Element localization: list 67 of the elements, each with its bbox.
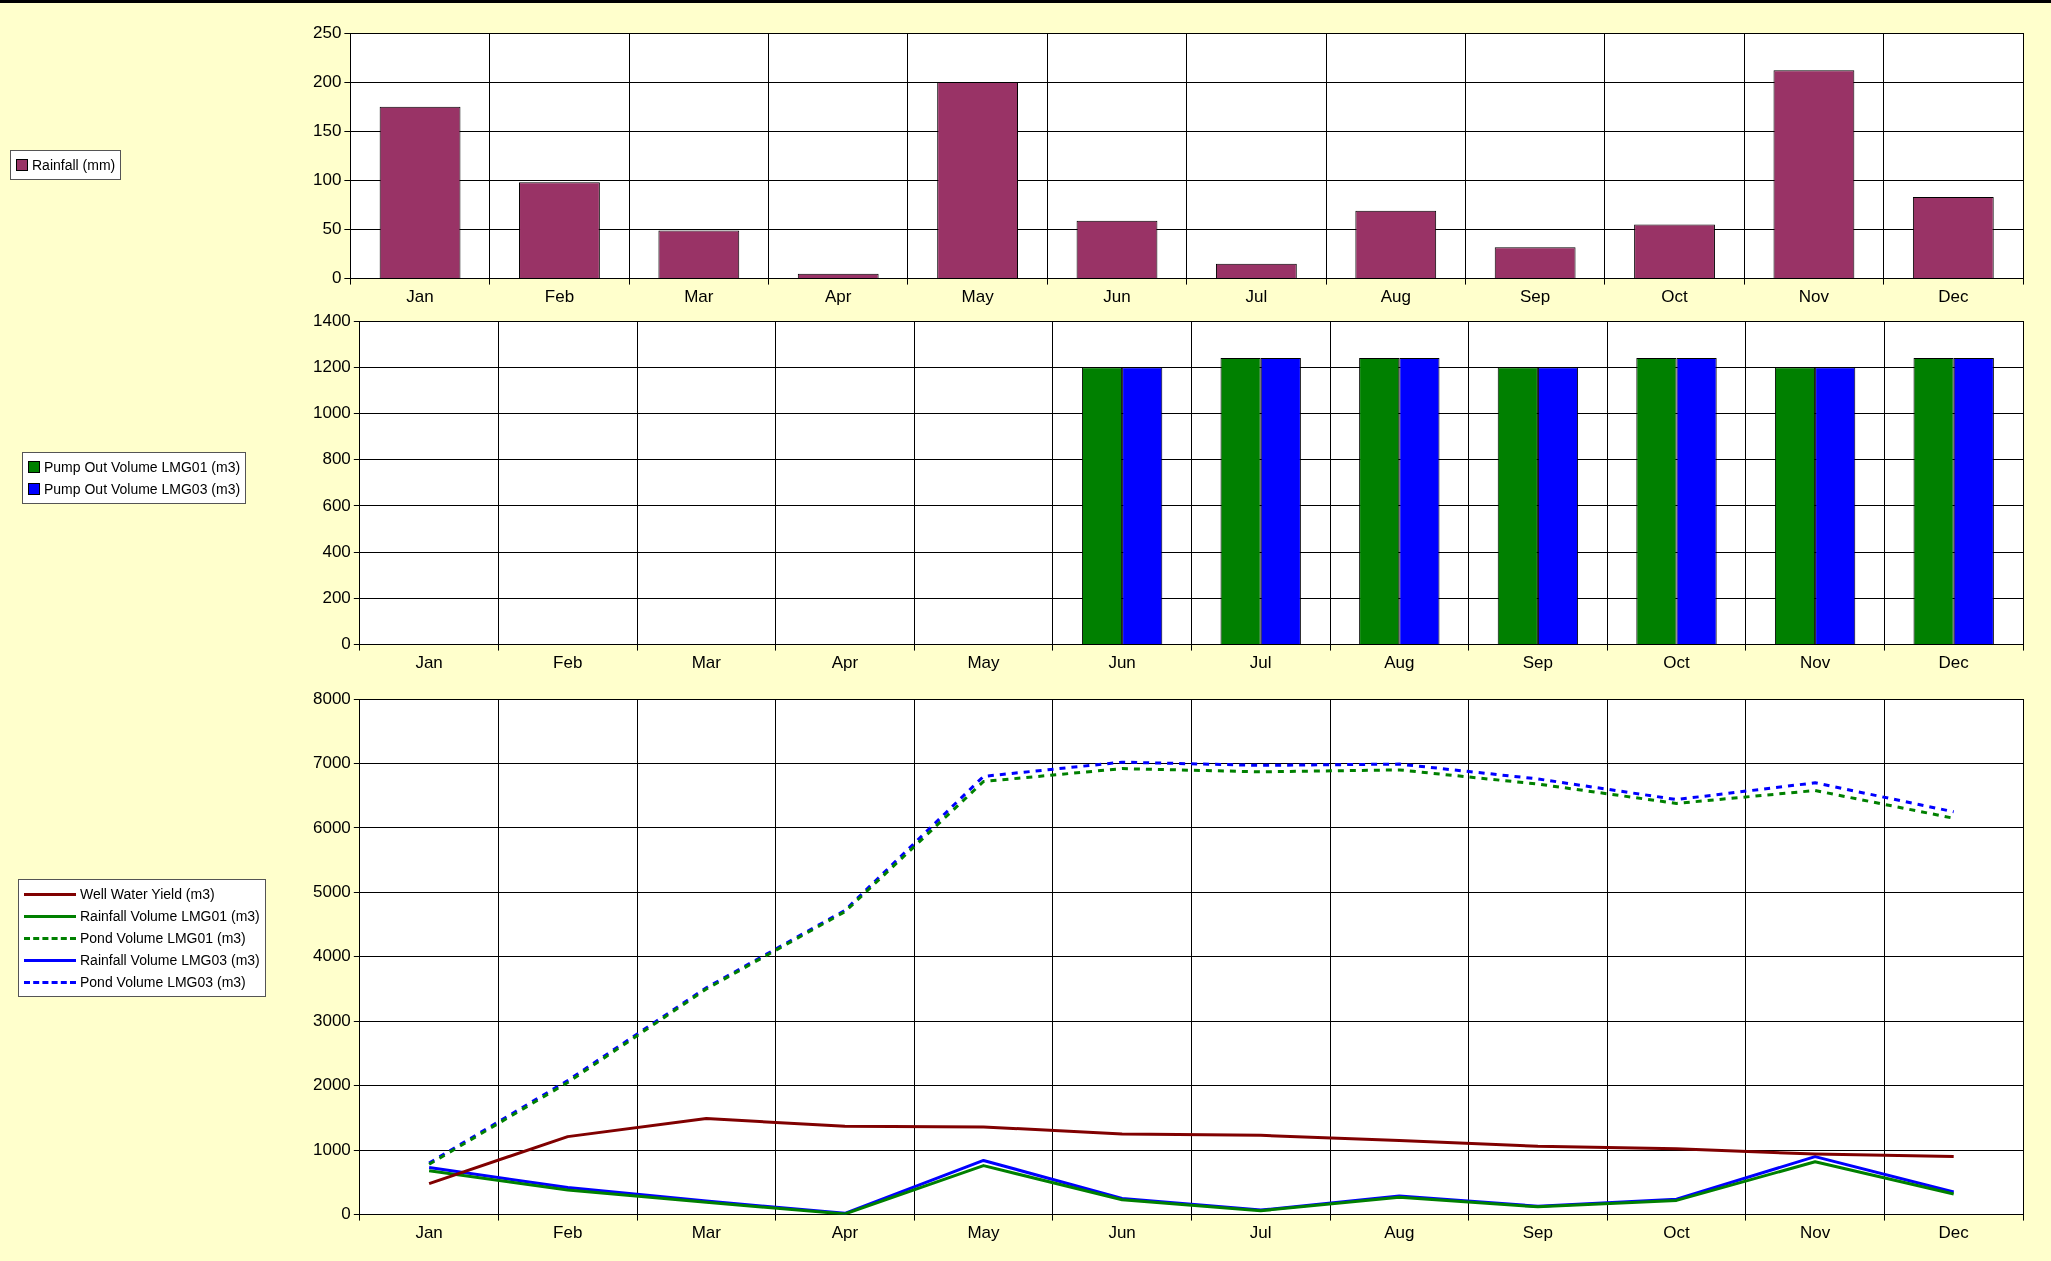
x-tick-label: Jan — [406, 287, 434, 307]
x-tick-label: Jan — [415, 1223, 443, 1243]
y-tick-label: 8000 — [312, 688, 351, 708]
x-tick-label: Dec — [1938, 1223, 1970, 1243]
x-tick-label: Aug — [1380, 287, 1411, 307]
legend-label: Well Water Yield (m3) — [80, 886, 215, 902]
y-tick-label: 0 — [331, 268, 342, 288]
x-tick-label: Oct — [1661, 287, 1689, 307]
x-tick-label: Feb — [553, 1223, 583, 1243]
legend-label: Pond Volume LMG03 (m3) — [80, 974, 246, 990]
x-tick-label: Jun — [1108, 1223, 1136, 1243]
x-tick-label: Dec — [1938, 653, 1970, 673]
x-tick-label: Feb — [553, 653, 583, 673]
y-tick-label: 1000 — [312, 403, 351, 423]
x-tick-label: Mar — [691, 1223, 722, 1243]
x-tick-label: Apr — [831, 1223, 859, 1243]
x-tick-label: Sep — [1522, 1223, 1554, 1243]
y-tick-label: 0 — [341, 1204, 351, 1224]
y-tick-label: 2000 — [312, 1075, 351, 1095]
x-tick-label: Oct — [1663, 653, 1690, 673]
x-tick-label: Jun — [1103, 287, 1131, 307]
y-tick-label: 50 — [322, 219, 342, 239]
x-tick-label: Sep — [1522, 653, 1554, 673]
legend-label: Rainfall Volume LMG01 (m3) — [80, 908, 260, 924]
x-tick-label: Jul — [1245, 287, 1268, 307]
x-tick-label: Aug — [1384, 1223, 1415, 1243]
x-tick-label: May — [961, 287, 995, 307]
y-tick-label: 1000 — [312, 1139, 351, 1159]
x-tick-label: Nov — [1798, 287, 1830, 307]
x-tick-label: Nov — [1799, 653, 1831, 673]
y-tick-label: 150 — [312, 120, 342, 140]
legend-label: Pump Out Volume LMG01 (m3) — [44, 459, 241, 475]
x-tick-label: Sep — [1520, 287, 1551, 307]
y-tick-label: 200 — [312, 71, 342, 91]
y-tick-label: 4000 — [312, 946, 351, 966]
y-tick-label: 7000 — [312, 753, 351, 773]
x-tick-label: Aug — [1384, 653, 1415, 673]
x-tick-label: Feb — [544, 287, 575, 307]
y-tick-label: 3000 — [312, 1010, 351, 1030]
x-tick-label: Apr — [824, 287, 852, 307]
x-tick-label: Jun — [1108, 653, 1136, 673]
y-tick-label: 0 — [341, 634, 351, 654]
y-tick-label: 200 — [322, 588, 351, 608]
x-tick-label: Apr — [831, 653, 859, 673]
x-tick-label: Jul — [1249, 653, 1272, 673]
x-tick-label: May — [967, 1223, 1001, 1243]
legend-label: Pump Out Volume LMG03 (m3) — [44, 481, 241, 497]
legend-label: Rainfall Volume LMG03 (m3) — [80, 952, 260, 968]
y-tick-label: 100 — [312, 170, 342, 190]
x-tick-label: May — [967, 653, 1001, 673]
legend-label: Rainfall (mm) — [32, 157, 116, 173]
x-tick-label: Jan — [415, 653, 443, 673]
x-tick-label: Oct — [1663, 1223, 1690, 1243]
x-tick-label: Nov — [1799, 1223, 1831, 1243]
x-tick-label: Mar — [691, 653, 722, 673]
x-tick-label: Dec — [1938, 287, 1969, 307]
y-tick-label: 5000 — [312, 882, 351, 902]
y-tick-label: 1400 — [312, 310, 351, 330]
y-tick-label: 6000 — [312, 817, 351, 837]
y-tick-label: 600 — [322, 495, 351, 515]
y-tick-label: 400 — [322, 541, 351, 561]
x-tick-label: Jul — [1249, 1223, 1272, 1243]
y-tick-label: 250 — [312, 22, 342, 42]
y-tick-label: 800 — [322, 449, 351, 469]
x-tick-label: Mar — [684, 287, 714, 307]
y-tick-label: 1200 — [312, 356, 351, 376]
legend-label: Pond Volume LMG01 (m3) — [80, 930, 246, 946]
